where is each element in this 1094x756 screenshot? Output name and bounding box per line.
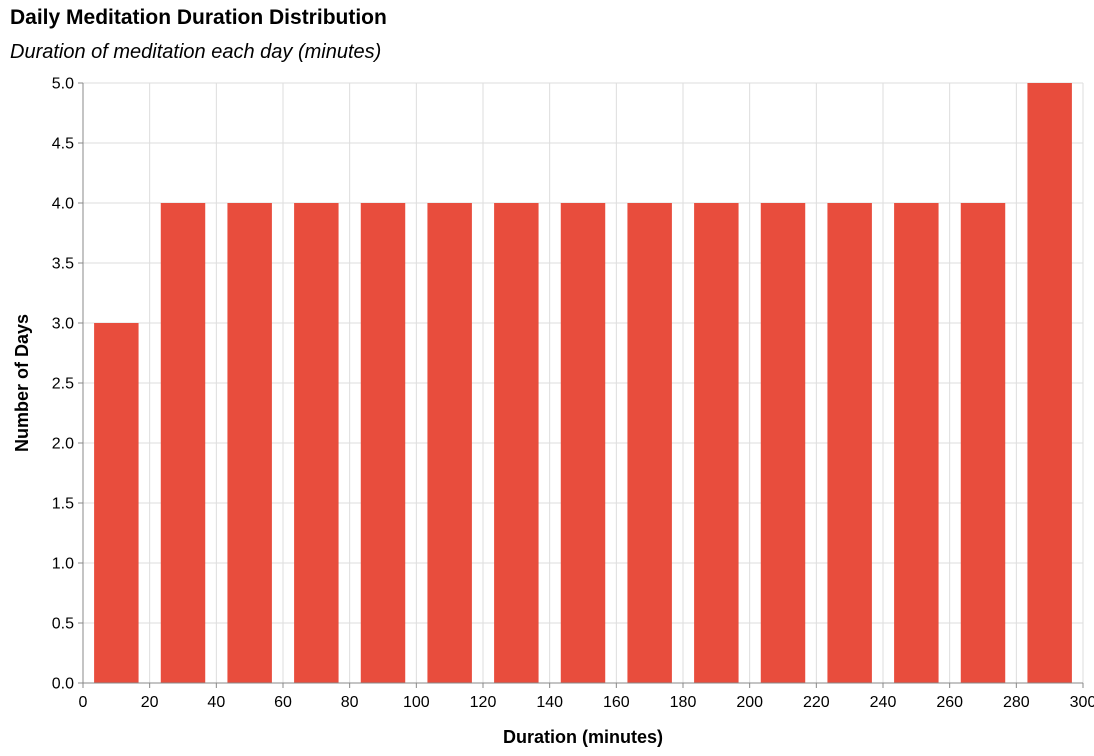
x-tick-label: 240 [870, 694, 897, 711]
y-tick-label: 4.5 [52, 136, 74, 153]
y-tick-label: 2.0 [52, 436, 74, 453]
x-tick-label: 140 [536, 694, 563, 711]
histogram-bar [494, 203, 539, 683]
histogram-bar [760, 203, 806, 683]
x-tick-label: 60 [274, 694, 292, 711]
histogram-bar [94, 323, 139, 683]
chart-title: Daily Meditation Duration Distribution [10, 6, 387, 29]
histogram-bar [227, 203, 272, 683]
x-tick-label: 260 [936, 694, 963, 711]
x-tick-label: 160 [603, 694, 630, 711]
y-tick-label: 4.0 [52, 196, 74, 213]
chart-subtitle: Duration of meditation each day (minutes… [10, 41, 382, 63]
histogram-bar [894, 203, 939, 683]
x-tick-label: 40 [207, 694, 225, 711]
y-tick-label: 3.5 [52, 256, 74, 273]
x-tick-label: 280 [1003, 694, 1030, 711]
histogram-bar [294, 203, 339, 683]
x-tick-label: 200 [736, 694, 763, 711]
bars [94, 83, 1072, 683]
y-tick-label: 0.5 [52, 616, 74, 633]
y-tick-label: 3.0 [52, 316, 74, 333]
x-tick-label: 180 [670, 694, 697, 711]
x-tick-label: 0 [79, 694, 88, 711]
histogram-bar [560, 203, 606, 683]
x-tick-label: 80 [341, 694, 359, 711]
x-tick-label: 120 [470, 694, 497, 711]
x-tick-label: 220 [803, 694, 830, 711]
y-axis-title: Number of Days [12, 314, 32, 452]
x-tick-label: 20 [141, 694, 159, 711]
y-tick-label: 1.0 [52, 556, 74, 573]
histogram-bar [427, 203, 472, 683]
histogram-bar [827, 203, 872, 683]
axes: 0.0 0.5 1.0 1.5 2.0 2.5 3.0 3.5 4.0 4.5 5.0 0 20 40 60… [52, 76, 1094, 712]
histogram-bar [360, 203, 406, 683]
histogram-bar [694, 203, 739, 683]
y-tick-label: 1.5 [52, 496, 74, 513]
y-tick-label: 0.0 [52, 676, 74, 693]
histogram-bar [1027, 83, 1072, 683]
x-tick-label: 100 [403, 694, 430, 711]
x-axis-title: Duration (minutes) [503, 727, 663, 747]
histogram-bar [960, 203, 1006, 683]
histogram-bar [627, 203, 672, 683]
y-tick-label: 2.5 [52, 376, 74, 393]
x-tick-label: 300 [1070, 694, 1094, 711]
histogram-bar [160, 203, 206, 683]
y-tick-label: 5.0 [52, 76, 74, 93]
